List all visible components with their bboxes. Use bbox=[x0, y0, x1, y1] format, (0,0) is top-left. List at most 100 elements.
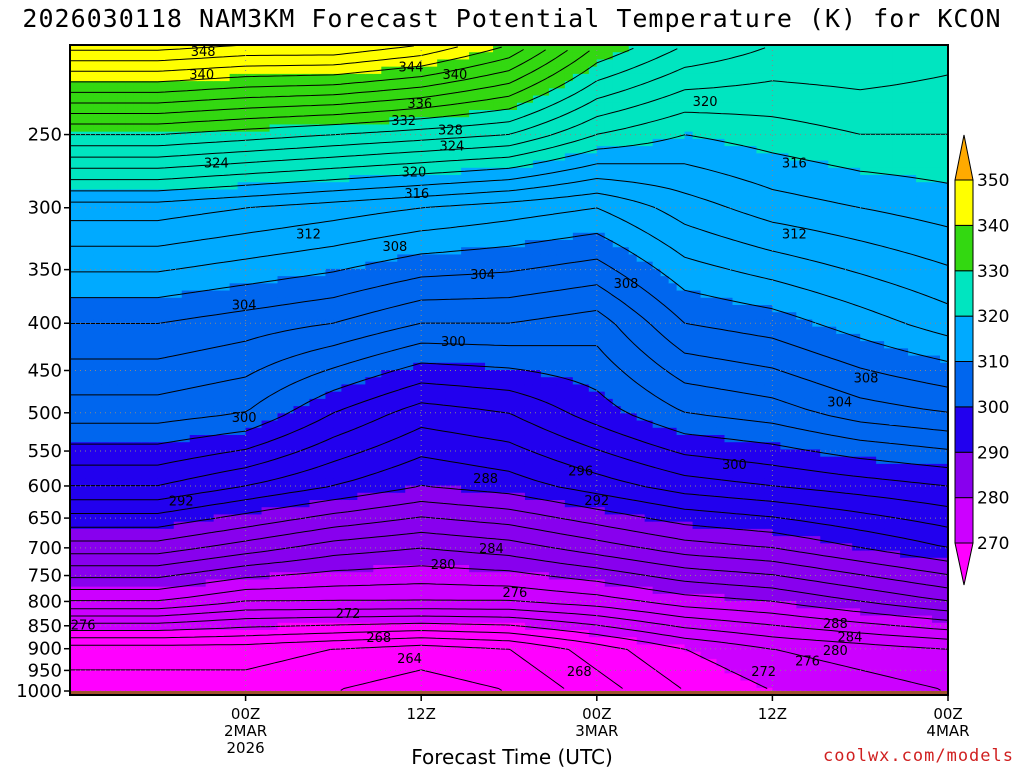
theta-band-cell bbox=[309, 362, 319, 371]
theta-band-cell bbox=[453, 261, 462, 270]
theta-band-cell bbox=[341, 189, 350, 198]
theta-band-cell bbox=[461, 276, 470, 284]
theta-band-cell bbox=[373, 500, 382, 508]
theta-band-cell bbox=[85, 95, 95, 104]
theta-band-cell bbox=[85, 146, 95, 154]
theta-band-cell bbox=[253, 88, 263, 97]
theta-band-cell bbox=[261, 348, 271, 357]
theta-band-cell bbox=[429, 500, 438, 508]
theta-band-cell bbox=[157, 268, 167, 277]
theta-band-cell bbox=[357, 203, 366, 212]
theta-band-cell bbox=[157, 637, 167, 646]
theta-band-cell bbox=[117, 608, 127, 617]
theta-band-cell bbox=[157, 449, 167, 458]
theta-band-cell bbox=[293, 500, 303, 508]
theta-band-cell bbox=[397, 463, 406, 472]
theta-band-cell bbox=[181, 341, 191, 349]
theta-band-cell bbox=[85, 362, 95, 371]
theta-band-cell bbox=[293, 348, 303, 357]
theta-band-cell bbox=[445, 131, 454, 140]
theta-band-cell bbox=[229, 463, 239, 472]
theta-band-cell bbox=[493, 384, 502, 393]
theta-band-cell bbox=[397, 66, 406, 75]
theta-band-cell bbox=[277, 406, 287, 414]
theta-band-cell bbox=[109, 586, 119, 595]
theta-band-cell bbox=[93, 463, 103, 472]
theta-band-cell bbox=[309, 276, 319, 284]
theta-band-cell bbox=[181, 442, 191, 451]
theta-band-cell bbox=[101, 456, 111, 465]
theta-band-cell bbox=[205, 550, 215, 559]
theta-band-cell bbox=[413, 651, 422, 660]
theta-band-cell bbox=[461, 637, 470, 646]
theta-band-cell bbox=[77, 261, 87, 270]
theta-band-cell bbox=[317, 225, 327, 234]
theta-band-cell bbox=[189, 637, 199, 646]
theta-band-cell bbox=[389, 536, 398, 544]
theta-band-cell bbox=[301, 261, 311, 270]
theta-band-cell bbox=[469, 557, 478, 566]
theta-band-cell bbox=[333, 225, 342, 234]
theta-band-cell bbox=[101, 211, 111, 219]
theta-band-cell bbox=[165, 420, 175, 429]
theta-band-cell bbox=[261, 110, 271, 118]
theta-band-cell bbox=[141, 507, 151, 516]
theta-band-cell bbox=[157, 521, 167, 530]
theta-band-cell bbox=[437, 521, 446, 530]
theta-band-cell bbox=[301, 283, 311, 292]
theta-band-cell bbox=[165, 456, 175, 465]
theta-band-cell bbox=[125, 456, 135, 465]
theta-band-cell bbox=[461, 442, 470, 451]
theta-band-cell bbox=[509, 283, 518, 292]
theta-band-cell bbox=[141, 435, 151, 443]
theta-band-cell bbox=[77, 95, 87, 104]
theta-band-cell bbox=[277, 182, 287, 191]
theta-band-cell bbox=[301, 138, 311, 147]
theta-band-cell bbox=[341, 45, 350, 53]
theta-band-cell bbox=[317, 528, 327, 537]
theta-band-cell bbox=[301, 341, 311, 349]
theta-band-cell bbox=[285, 608, 295, 617]
theta-band-cell bbox=[413, 673, 422, 682]
theta-band-cell bbox=[429, 565, 438, 573]
theta-band-cell bbox=[341, 52, 350, 61]
theta-band-cell bbox=[245, 485, 255, 494]
theta-band-cell bbox=[317, 536, 327, 544]
theta-band-cell bbox=[349, 247, 358, 256]
theta-band-cell bbox=[341, 333, 350, 342]
theta-band-cell bbox=[477, 435, 486, 443]
theta-band-cell bbox=[461, 305, 470, 313]
theta-band-cell bbox=[101, 138, 111, 147]
theta-band-cell bbox=[213, 507, 223, 516]
theta-band-cell bbox=[485, 102, 494, 111]
theta-band-cell bbox=[493, 196, 502, 205]
theta-band-cell bbox=[373, 507, 382, 516]
theta-band-cell bbox=[205, 297, 215, 306]
theta-band-cell bbox=[221, 398, 231, 407]
theta-band-cell bbox=[421, 95, 430, 104]
theta-band-cell bbox=[485, 651, 494, 660]
theta-band-cell bbox=[101, 333, 111, 342]
theta-band-cell bbox=[229, 485, 239, 494]
theta-band-cell bbox=[381, 492, 390, 501]
theta-band-cell bbox=[221, 124, 231, 133]
theta-band-cell bbox=[93, 102, 103, 111]
theta-band-cell bbox=[269, 218, 279, 227]
theta-band-cell bbox=[109, 456, 119, 465]
theta-band-cell bbox=[341, 73, 350, 82]
theta-band-cell bbox=[301, 153, 311, 162]
theta-band-cell bbox=[445, 73, 454, 82]
theta-band-cell bbox=[421, 196, 430, 205]
theta-band-cell bbox=[445, 572, 454, 581]
theta-band-cell bbox=[477, 247, 486, 256]
theta-band-cell bbox=[165, 406, 175, 414]
theta-band-cell bbox=[405, 673, 414, 682]
theta-band-cell bbox=[317, 290, 327, 299]
theta-band-cell bbox=[157, 167, 167, 176]
theta-band-cell bbox=[445, 492, 454, 501]
theta-band-cell bbox=[189, 456, 199, 465]
theta-band-cell bbox=[293, 319, 303, 328]
theta-band-cell bbox=[229, 319, 239, 328]
theta-band-cell bbox=[70, 442, 79, 451]
theta-band-cell bbox=[149, 651, 159, 660]
